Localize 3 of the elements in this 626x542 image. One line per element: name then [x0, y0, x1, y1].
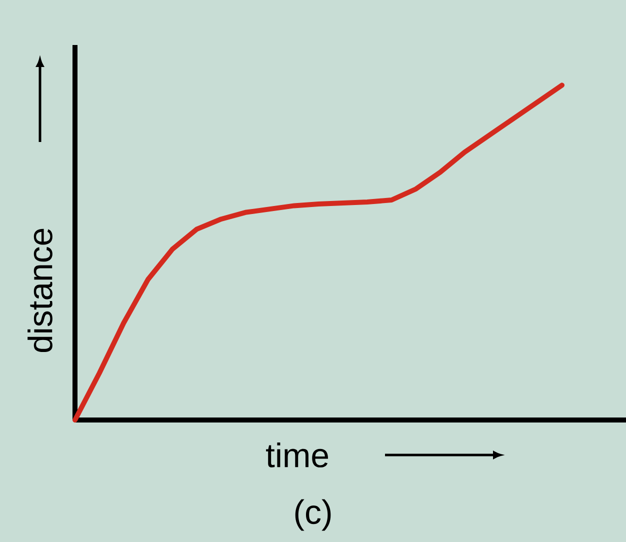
y-axis-title: distance [28, 228, 52, 352]
x-axis-title: time [266, 442, 328, 468]
text: (c) [295, 499, 331, 531]
